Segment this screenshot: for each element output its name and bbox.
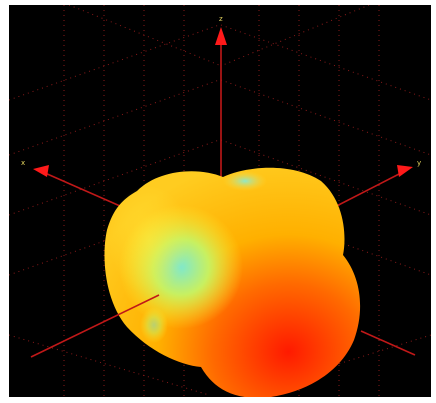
y-axis-arrow xyxy=(397,165,413,177)
z-axis-arrow xyxy=(215,27,227,45)
x-axis xyxy=(44,172,130,211)
z-axis-label: z xyxy=(219,15,223,23)
y-axis-label: y xyxy=(417,159,421,167)
radiation-pattern-lobe xyxy=(104,167,361,397)
x-axis-label: x xyxy=(21,159,25,167)
x-axis-front xyxy=(30,294,160,358)
x-axis-arrow xyxy=(33,165,49,177)
y-axis-front xyxy=(360,330,416,356)
3d-viewport[interactable]: z x y xyxy=(9,5,431,397)
top-cyan-spot xyxy=(223,171,267,191)
